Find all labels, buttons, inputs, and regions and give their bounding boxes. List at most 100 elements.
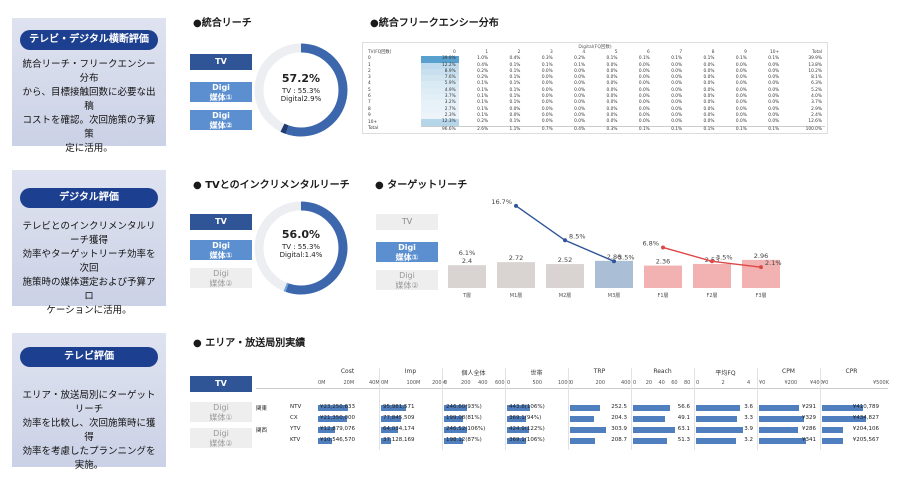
freq-cell: 1.1% [491, 125, 524, 133]
axis-tick: ¥0 [822, 380, 829, 386]
freq-row-label: 1 [368, 62, 371, 68]
metric-bar [633, 437, 667, 444]
digi-media2-button[interactable]: Digi 媒体② [190, 428, 252, 448]
freq-cell: 0.0% [574, 81, 586, 87]
series-point [563, 238, 567, 243]
freq-col-header: Total [811, 50, 822, 55]
freq-row: 0 39.9% 1.0% 0.4% 0.3% 0.2% 0.1% 0.1% 0.1% 0.1% 0.… [365, 56, 825, 63]
freq-cell: 0.0% [703, 119, 715, 125]
freq-cell: 0.0% [768, 81, 780, 87]
freq-cell: 0.0% [606, 119, 618, 125]
freq-row: 6 3.7% 0.1% 0.1% 0.0% 0.0% 0.0% 0.0% 0.0% 0.0% 0.0… [365, 94, 825, 101]
panel-description: 統合リーチ・フリークエンシー分布 から、目標接触回数に必要な出稿 コストを確認。… [18, 58, 160, 156]
freq-cell: 0.1% [620, 125, 653, 133]
metric-value: 63.1 [677, 426, 690, 432]
freq-cell: 0.0% [735, 106, 747, 112]
freq-cell: 0.1% [509, 100, 521, 106]
freq-cell: 0.1% [541, 62, 553, 68]
freq-corner-header: TV(FQ回数) [368, 50, 392, 55]
freq-cell: 0.1% [477, 81, 489, 87]
digi-media1-button[interactable]: Digi 媒体① [190, 240, 252, 260]
freq-row: 7 3.2% 0.1% 0.1% 0.0% 0.0% 0.0% 0.0% 0.0% 0.0% 0.0… [365, 100, 825, 107]
freq-cell: 0.0% [574, 87, 586, 93]
metric-bar [696, 415, 737, 422]
freq-cell: 7.6% [421, 75, 459, 82]
column-header: Cost [340, 368, 355, 375]
freq-cell: 0.1% [652, 125, 686, 133]
metric-value: ¥204,106 [852, 426, 879, 432]
digi-media2-button[interactable]: Digi 媒体② [190, 110, 252, 130]
freq-cell: 0.0% [703, 75, 715, 81]
axis-tick: ¥0 [759, 380, 766, 386]
target-digi-media2-button[interactable]: Digi 媒体② [376, 270, 438, 290]
axis-tick: 400 [478, 380, 488, 386]
freq-row: 2 8.9% 0.2% 0.1% 0.0% 0.0% 0.0% 0.0% 0.0% 0.0% 0.0… [365, 68, 825, 76]
series-point-label: 3.5% [716, 253, 733, 261]
series-point [759, 265, 763, 270]
tv-button[interactable]: TV [190, 54, 252, 70]
bar-2 [546, 264, 584, 288]
freq-cell: 0.0% [606, 81, 618, 87]
metric-value: 252.5 [611, 404, 627, 410]
target-tv-button[interactable]: TV [376, 214, 438, 230]
freq-top-header: Digital(FQ回数) [578, 45, 612, 50]
freq-cell: 0.0% [735, 100, 747, 106]
target-digi-media1-button[interactable]: Digi 媒体① [376, 242, 438, 262]
metric-bar [318, 426, 335, 433]
metric-value: ¥21,350,000 [320, 415, 355, 421]
area-label: 関東 [256, 406, 268, 412]
freq-cell: 0.0% [768, 62, 780, 68]
freq-cell: 0.0% [638, 94, 650, 100]
freq-cell: 0.4% [555, 125, 589, 133]
freq-cell: 0.1% [509, 94, 521, 100]
freq-cell: 0.0% [735, 119, 747, 125]
freq-col-header: 5 [614, 50, 618, 55]
freq-cell: 0.2% [477, 119, 489, 125]
axis-tick: 0 [444, 380, 448, 386]
freq-cell: 0.1% [509, 68, 521, 74]
freq-cell: 0.0% [606, 100, 618, 106]
freq-col-header: 9 [744, 50, 747, 55]
freq-row-label: Total [368, 126, 379, 132]
freq-cell: 0.0% [671, 75, 683, 81]
metric-value: 208.7 [611, 437, 627, 443]
metric-bar [507, 404, 530, 411]
metric-value: 204.3 [611, 415, 627, 421]
reach-tv-value: TV : 55.3% [281, 87, 321, 95]
metric-value: 246.60(93%) [446, 404, 482, 410]
target-reach-chart: 2.4T層2.72M1層2.52M2層2.86M3層2.36F1層2.53F2層… [448, 198, 782, 299]
axis-tick: 0 [696, 380, 700, 386]
axis-tick: 100M [406, 380, 421, 386]
axis-tick: 80 [684, 380, 691, 386]
freq-cell: 0.0% [606, 62, 618, 68]
freq-cell: 0.0% [638, 100, 650, 106]
digi-media2-button[interactable]: Digi 媒体② [190, 268, 252, 288]
incremental-donut [254, 201, 348, 295]
station-label: CX [290, 415, 298, 421]
freq-cell: 0.0% [574, 112, 586, 118]
bar-value-label: 2.96 [754, 252, 768, 260]
axis-tick: 60 [671, 380, 678, 386]
metric-value: 49.1 [677, 415, 690, 421]
column-divider [568, 368, 569, 450]
freq-row-label: 9 [368, 112, 371, 118]
incremental-tv-value: TV : 55.3% [281, 243, 321, 251]
tv-button[interactable]: TV [190, 376, 252, 392]
freq-cell: 0.0% [671, 100, 683, 106]
freq-cell: 5.2% [811, 87, 822, 93]
digi-media1-button[interactable]: Digi 媒体① [190, 82, 252, 102]
axis-tick: 4 [747, 380, 751, 386]
freq-cell: 0.0% [541, 81, 553, 87]
metric-value: 51.3 [677, 437, 690, 443]
freq-row-label: 6 [368, 94, 371, 100]
metric-bar [696, 437, 736, 444]
column-header: TRP [593, 368, 606, 375]
freq-cell: 0.0% [671, 112, 683, 118]
bar-value-label: 2.36 [656, 258, 670, 266]
series-point [612, 259, 616, 264]
metric-value: 246.52(106%) [446, 426, 486, 432]
freq-row-label: 8 [368, 106, 371, 112]
digi-media1-button[interactable]: Digi 媒体① [190, 402, 252, 422]
freq-row: 4 5.9% 0.1% 0.1% 0.0% 0.0% 0.0% 0.0% 0.0% 0.0% 0.0… [365, 81, 825, 88]
tv-button[interactable]: TV [190, 214, 252, 230]
